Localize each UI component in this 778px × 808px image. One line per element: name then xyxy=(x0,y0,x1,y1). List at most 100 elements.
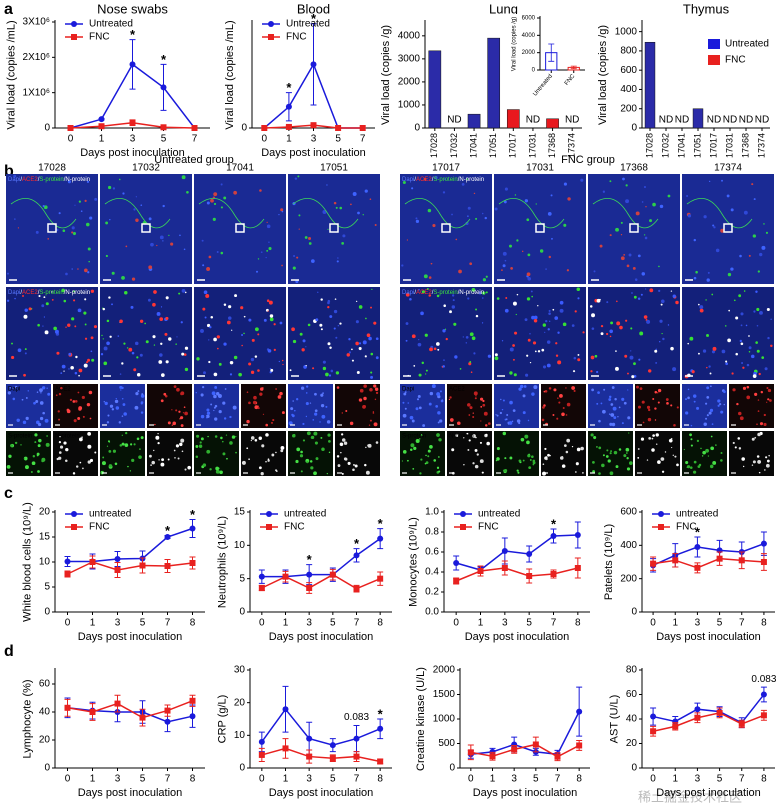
x-tick-label: 17028 xyxy=(429,133,439,158)
cell xyxy=(415,438,420,443)
marker xyxy=(285,103,292,110)
marker xyxy=(258,585,265,591)
x-tick-label: 3 xyxy=(130,134,136,145)
cell xyxy=(220,251,224,255)
x-tick-label: 3 xyxy=(306,774,312,785)
x-tick-label: 8 xyxy=(190,618,196,629)
cell xyxy=(573,389,576,393)
cell xyxy=(357,211,360,215)
marker xyxy=(329,755,336,762)
cell xyxy=(103,346,108,351)
cell xyxy=(43,296,46,299)
marker xyxy=(306,753,313,760)
cell xyxy=(107,440,110,443)
cell xyxy=(619,325,623,330)
annotation: * xyxy=(311,11,317,26)
cell xyxy=(86,180,90,183)
cell xyxy=(327,306,330,309)
cell xyxy=(443,304,446,307)
cell xyxy=(211,391,216,396)
cell xyxy=(666,401,669,405)
cell xyxy=(154,423,156,426)
cell xyxy=(175,343,177,345)
cell xyxy=(707,455,710,457)
x-tick-label: 7 xyxy=(739,774,745,785)
cell xyxy=(563,223,567,227)
cell xyxy=(363,384,367,388)
cell xyxy=(202,463,207,467)
micrograph xyxy=(194,174,286,284)
cell xyxy=(487,422,491,425)
cell xyxy=(512,344,515,347)
cell xyxy=(620,256,625,261)
y-tick-label: 1000 xyxy=(433,714,456,725)
legend-marker xyxy=(71,524,77,530)
cell xyxy=(658,265,660,268)
cell xyxy=(496,414,499,417)
cell xyxy=(39,401,44,405)
cell xyxy=(690,444,693,447)
marker xyxy=(164,707,171,714)
cell xyxy=(165,360,169,364)
marker xyxy=(189,560,196,566)
cell xyxy=(43,316,45,318)
cell xyxy=(698,352,700,355)
cell xyxy=(280,208,284,212)
cell xyxy=(220,183,223,186)
marker xyxy=(453,578,460,584)
cell xyxy=(349,421,354,426)
cell xyxy=(418,373,422,377)
cell xyxy=(14,385,18,389)
cell xyxy=(74,204,76,206)
chart-title: Thymus xyxy=(683,1,730,16)
cell xyxy=(167,421,171,425)
cell xyxy=(337,257,339,259)
cell xyxy=(103,361,108,366)
cell xyxy=(459,367,462,370)
cell xyxy=(14,441,18,445)
cell xyxy=(754,436,757,439)
cell xyxy=(529,333,531,335)
marker xyxy=(501,565,508,571)
cell xyxy=(695,270,698,274)
cell xyxy=(71,231,74,234)
cell xyxy=(258,466,262,470)
cell xyxy=(206,449,211,454)
cell xyxy=(706,396,710,399)
cell xyxy=(364,463,367,467)
marker xyxy=(139,714,146,721)
channel-name: Dapi xyxy=(8,177,20,183)
y-axis-label: Viral load (copies /g) xyxy=(380,25,392,125)
micrograph xyxy=(335,384,380,428)
cell xyxy=(320,436,323,439)
cell xyxy=(352,192,357,196)
cell xyxy=(275,388,277,390)
cell xyxy=(306,431,311,436)
x-axis-label: Days post inoculation xyxy=(465,631,570,643)
cell xyxy=(258,436,263,441)
cell xyxy=(637,297,641,300)
cell xyxy=(693,238,696,242)
cell xyxy=(428,276,432,279)
cell xyxy=(559,456,564,460)
y-axis-label: Viral load (copies /mL) xyxy=(5,20,17,129)
legend-marker xyxy=(71,21,77,27)
marker xyxy=(526,573,533,579)
y-tick-label: 15 xyxy=(234,507,246,518)
marker xyxy=(329,571,336,578)
annotation: * xyxy=(307,552,313,567)
cell xyxy=(683,448,685,451)
cell xyxy=(77,268,79,270)
cell xyxy=(756,455,760,458)
cell xyxy=(474,397,477,400)
cell xyxy=(229,415,232,419)
y-tick-label: 400 xyxy=(620,84,637,95)
series-line xyxy=(652,542,765,567)
marker xyxy=(489,753,496,760)
channel-label: Dapi xyxy=(8,387,20,393)
y-tick-label: 4000 xyxy=(522,33,536,39)
cell xyxy=(374,398,377,401)
cell xyxy=(469,332,474,337)
legend-label: FNC xyxy=(478,522,499,533)
cell xyxy=(261,444,265,448)
